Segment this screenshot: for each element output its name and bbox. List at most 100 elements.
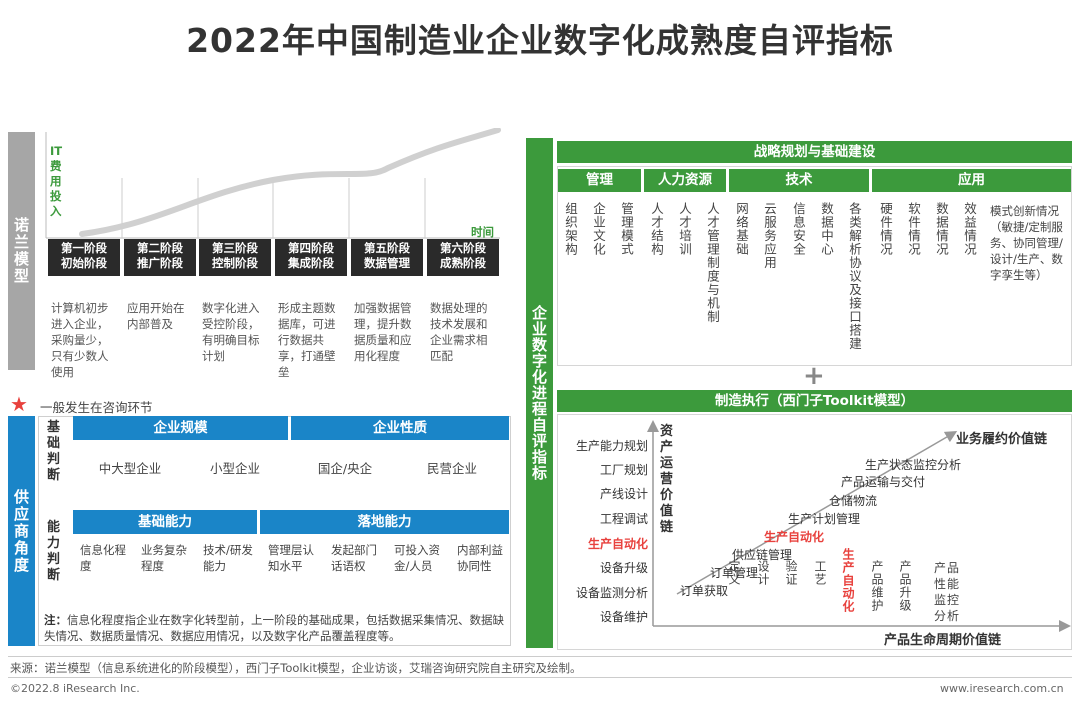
- strategy-item: 网络基础: [734, 202, 749, 256]
- strategy-item: 组织架构: [563, 202, 578, 256]
- stage-desc: 计算机初步进入企业，采购量少，只有少数人使用: [51, 301, 109, 379]
- diag-axis-title: 业务履约价值链: [956, 432, 1048, 447]
- base-ability-item: 业务复杂程度: [141, 543, 187, 573]
- stage-name: 第四阶段: [288, 241, 334, 255]
- right-side-label: 企业数字化进程自评指标: [526, 138, 553, 648]
- diag-item: 订单获取: [680, 584, 729, 598]
- copyright: ©2022.8 iResearch Inc.: [10, 682, 140, 695]
- y-axis-item: 设备监测分析: [575, 586, 648, 600]
- y-axis-title: 资产运营价值链: [660, 424, 674, 535]
- stage-sub: 集成阶段: [288, 256, 334, 270]
- basic-judge-label: 基础判断: [47, 420, 61, 483]
- toolkit-axes: [647, 420, 1071, 632]
- x-axis-item: 定义: [727, 560, 741, 586]
- strategy-item: 人才管理制度与机制: [705, 202, 720, 324]
- base-ability-header: 基础能力: [73, 510, 257, 534]
- stage-desc: 应用开始在内部普及: [127, 301, 185, 331]
- diag-item: 生产自动化: [764, 530, 825, 544]
- x-axis-item: 产品维护: [870, 560, 884, 612]
- stage-box: 第二阶段 推广阶段: [124, 239, 196, 276]
- scale-header: 企业规模: [73, 416, 288, 440]
- stage-box: 第五阶段 数据管理: [351, 239, 423, 276]
- diag-item: 产品运输与交付: [841, 475, 926, 489]
- strategy-item: 软件情况: [906, 202, 921, 256]
- base-ability-item: 技术/研发能力: [203, 543, 253, 573]
- y-axis-item: 产线设计: [599, 487, 648, 501]
- stage-box: 第一阶段 初始阶段: [48, 239, 120, 276]
- y-axis-item: 设备升级: [599, 561, 648, 575]
- strategy-group-header: 技术: [729, 169, 869, 192]
- strategy-item: 硬件情况: [878, 202, 893, 256]
- plus-icon: +: [803, 361, 825, 391]
- stage-desc: 数据处理的技术发展和企业需求相匹配: [430, 301, 488, 363]
- x-axis-item: 生产自动化: [841, 548, 855, 613]
- x-axis-item: 产品性能监控分析: [934, 561, 961, 623]
- strategy-group-header: 人力资源: [644, 169, 726, 192]
- strategy-item: 人才培训: [677, 202, 692, 256]
- strategy-group-header: 管理: [558, 169, 641, 192]
- stage-box: 第六阶段 成熟阶段: [427, 239, 499, 276]
- diag-item: 仓储物流: [829, 494, 878, 508]
- y-axis-item: 工厂规划: [599, 463, 648, 477]
- nolan-y-axis-label: IT费用投入: [50, 144, 63, 218]
- page-title: 2022年中国制造业企业数字化成熟度自评指标: [186, 21, 894, 60]
- y-axis-item: 生产能力规划: [575, 439, 648, 453]
- nolan-x-axis-label: 时间: [471, 225, 494, 239]
- strategy-item: 管理模式: [619, 202, 634, 256]
- consult-note: 一般发生在咨询环节: [40, 400, 153, 415]
- nolan-side-label: 诺兰模型: [8, 132, 35, 370]
- stage-name: 第五阶段: [364, 241, 410, 255]
- landing-ability-item: 发起部门话语权: [331, 543, 377, 573]
- stage-desc: 加强数据管理，提升数据质量和应用化程度: [354, 301, 412, 363]
- diag-item: 供应链管理: [732, 548, 793, 562]
- exec-header: 制造执行（西门子Toolkit模型）: [557, 390, 1072, 412]
- stage-sub: 数据管理: [364, 256, 410, 270]
- x-axis-item: 设计: [756, 560, 770, 586]
- stage-desc: 形成主题数据库，可进行数据共享，打通壁垒: [278, 301, 336, 379]
- strategy-group-header: 应用: [872, 169, 1071, 192]
- strategy-item-extra: 模式创新情况（敏捷/定制服务、协同管理/设计/生产、数字孪生等）: [990, 204, 1063, 282]
- stage-sub: 控制阶段: [212, 256, 258, 270]
- y-axis-item: 工程调试: [599, 512, 648, 526]
- stage-name: 第三阶段: [212, 241, 258, 255]
- strategy-item: 企业文化: [591, 202, 606, 256]
- website: www.iresearch.com.cn: [940, 682, 1064, 695]
- stage-box: 第四阶段 集成阶段: [275, 239, 347, 276]
- diag-item: 订单管理: [710, 566, 759, 580]
- landing-ability-item: 管理层认知水平: [268, 543, 314, 573]
- x-axis-title: 产品生命周期价值链: [884, 633, 1002, 648]
- nature-item: 国企/央企: [317, 461, 373, 476]
- landing-ability-item: 内部利益协同性: [457, 543, 503, 573]
- stage-sub: 推广阶段: [137, 256, 183, 270]
- strategy-item: 各类解析协议及接口搭建: [847, 202, 862, 351]
- x-axis-item: 产品升级: [898, 560, 912, 612]
- source-note: 来源：诺兰模型（信息系统进化的阶段模型），西门子Toolkit模型，企业访谈，艾…: [10, 661, 582, 675]
- scale-item: 小型企业: [209, 461, 260, 476]
- stage-sub: 成熟阶段: [440, 256, 486, 270]
- nature-item: 民营企业: [426, 461, 477, 476]
- nature-header: 企业性质: [291, 416, 509, 440]
- diag-item: 生产计划管理: [788, 512, 861, 526]
- strategy-item: 人才结构: [649, 202, 664, 256]
- stage-name: 第一阶段: [61, 241, 107, 255]
- stage-sub: 初始阶段: [61, 256, 107, 270]
- stage-box: 第三阶段 控制阶段: [199, 239, 271, 276]
- landing-ability-header: 落地能力: [260, 510, 509, 534]
- star-icon: ★: [10, 392, 28, 416]
- strategy-item: 数据中心: [819, 202, 834, 256]
- diag-item: 生产状态监控分析: [865, 458, 962, 472]
- y-axis-item: 设备维护: [599, 610, 648, 624]
- strategy-item: 效益情况: [962, 202, 977, 256]
- supplier-side-label: 供应商角度: [8, 416, 35, 646]
- x-axis-item: 工艺: [813, 560, 827, 586]
- x-axis-item: 验证: [784, 560, 798, 586]
- nolan-curve-chart: [45, 128, 501, 239]
- scale-item: 中大型企业: [98, 461, 162, 476]
- stage-name: 第六阶段: [440, 241, 486, 255]
- supplier-note: 注：信息化程度指企业在数字化转型前，上一阶段的基础成果，包括数据采集情况、数据缺…: [44, 613, 504, 643]
- strategy-header: 战略规划与基础建设: [557, 141, 1072, 163]
- landing-ability-item: 可投入资金/人员: [394, 543, 440, 573]
- stage-name: 第二阶段: [137, 241, 183, 255]
- stage-desc: 数字化进入受控阶段，有明确目标计划: [202, 301, 260, 363]
- strategy-item: 信息安全: [791, 202, 806, 256]
